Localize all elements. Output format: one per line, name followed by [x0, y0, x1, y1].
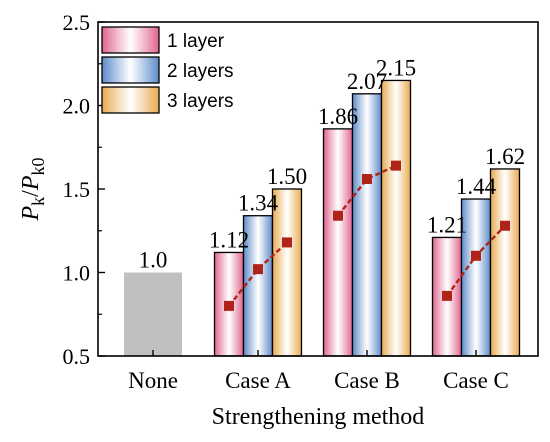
- legend-swatch: [101, 26, 160, 54]
- data-label: 1.86: [318, 104, 358, 129]
- legend-label: 1 layer: [167, 31, 225, 52]
- x-tick-label: Case C: [443, 368, 509, 393]
- trend-marker: [442, 290, 452, 301]
- legend: 1 layer 2 layers 3 layers: [101, 26, 234, 114]
- x-axis-title: Strengthening method: [212, 404, 425, 430]
- y-tick-label: 2.5: [63, 10, 91, 35]
- bar: [489, 168, 521, 357]
- y-axis-title-part: k0: [28, 157, 48, 175]
- legend-label: 3 layers: [167, 91, 234, 112]
- bars-layer: [124, 79, 521, 357]
- data-label: 1.12: [209, 227, 249, 252]
- trend-layer: [224, 160, 510, 311]
- y-tick-label: 2.0: [63, 94, 91, 119]
- trend-line: [228, 241, 288, 307]
- data-label: 1.50: [267, 164, 307, 189]
- y-tick-label: 1.5: [63, 177, 91, 202]
- y-axis-title-part: P: [18, 175, 44, 191]
- trend-marker: [391, 160, 401, 171]
- x-tick-label: Case A: [225, 368, 291, 393]
- trend-marker: [471, 250, 481, 261]
- legend-label: 2 layers: [167, 61, 234, 82]
- bar: [380, 79, 412, 357]
- bar: [322, 128, 354, 357]
- trend-marker: [362, 173, 372, 184]
- data-label: 1.0: [139, 248, 168, 273]
- legend-swatch: [101, 86, 160, 114]
- y-tick-label: 0.5: [63, 344, 91, 369]
- x-tick-label: Case B: [334, 368, 400, 393]
- y-axis-title-part: P: [18, 206, 44, 222]
- y-tick-label: 1.0: [63, 261, 91, 286]
- y-axis-title-part: k: [28, 197, 48, 206]
- trend-marker: [253, 264, 263, 275]
- bar: [351, 93, 383, 357]
- data-label: 1.44: [456, 174, 497, 199]
- data-label: 2.07: [347, 69, 387, 94]
- bar-baseline: [124, 272, 182, 356]
- data-label: 2.15: [376, 55, 416, 80]
- trend-marker: [333, 210, 343, 221]
- x-tick-label: None: [128, 368, 178, 393]
- legend-swatch: [101, 56, 160, 84]
- y-axis-title: Pk/Pk0: [18, 157, 48, 221]
- data-labels-layer: 1.0 1.12 1.86 1.21 1.34 2.07 1.44 1.50 2.15 1.62: [139, 55, 526, 272]
- data-label: 1.34: [238, 191, 279, 216]
- data-label: 1.62: [485, 144, 525, 169]
- bar: [271, 188, 303, 357]
- data-label: 1.21: [427, 212, 467, 237]
- trend-marker: [282, 237, 292, 248]
- trend-marker: [224, 300, 234, 311]
- trend-line: [337, 164, 397, 217]
- trend-marker: [500, 220, 510, 231]
- axes-layer: 0.5 1.0 1.5 2.0 2.5 None Case A Case B Case C: [63, 10, 509, 393]
- y-axis-title-part: /: [18, 190, 44, 197]
